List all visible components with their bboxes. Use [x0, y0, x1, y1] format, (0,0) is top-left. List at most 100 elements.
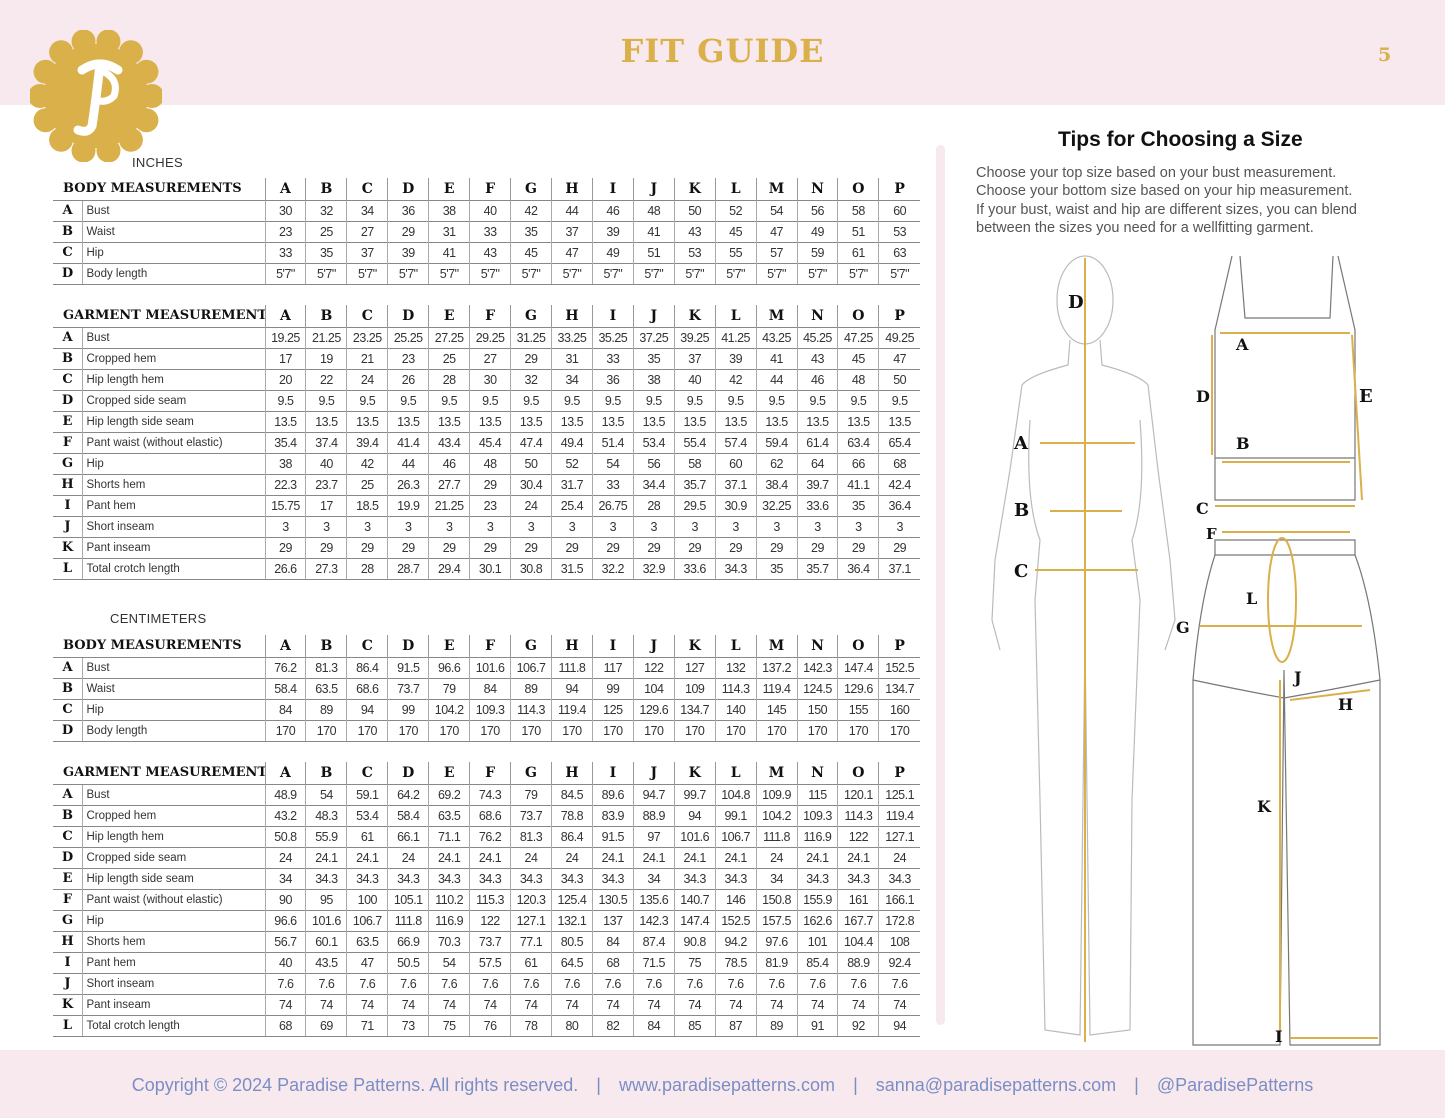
measurement-cell: 24.1 [673, 846, 716, 868]
measurement-cell: 101 [796, 930, 838, 952]
row-label: Hip [81, 241, 266, 263]
measurement-cell: 86.4 [550, 825, 593, 847]
measurement-cell: 19 [305, 347, 347, 369]
row-key: D [53, 262, 82, 285]
measurement-cell: 106.7 [346, 909, 388, 931]
measurement-cell: 9.5 [469, 389, 511, 411]
measurement-cell: 42 [346, 452, 388, 474]
measurement-cell: 31.5 [550, 557, 593, 580]
measurement-cell: 49.25 [878, 326, 920, 348]
pant-label-I: I [1275, 1027, 1282, 1046]
measurement-cell: 99.7 [673, 783, 716, 805]
size-column-header: E [428, 762, 470, 784]
inches-garment-table: GARMENT MEASUREMENTS A B C D E F G H I J K L M N O P A Bus… [53, 305, 920, 580]
measurement-cell: 74 [346, 993, 388, 1015]
diagram-label-C: C [1014, 561, 1028, 582]
measurement-cell: 91 [796, 1014, 838, 1037]
measurement-cell: 5'7" [714, 262, 757, 285]
header-band [0, 0, 1445, 105]
measurement-cell: 38 [428, 199, 470, 221]
measurement-cell: 127.1 [878, 825, 920, 847]
measurement-cell: 33 [469, 220, 511, 242]
measurement-cell: 26.6 [264, 557, 306, 580]
measurement-cell: 29 [837, 536, 879, 558]
inches-body-table: BODY MEASUREMENTS A B C D E F G H I J K L M N O P A Bust 30… [53, 178, 920, 285]
measurement-cell: 46 [591, 199, 634, 221]
measurement-cell: 33.25 [550, 326, 593, 348]
measurement-cell: 3 [755, 515, 797, 537]
measurement-cell: 3 [305, 515, 347, 537]
measurement-cell: 78 [510, 1014, 552, 1037]
measurement-cell: 9.5 [878, 389, 920, 411]
row-label: Cropped side seam [81, 389, 266, 411]
measurement-cell: 33 [591, 473, 634, 495]
footer-separator: | [596, 1075, 601, 1095]
measurement-cell: 172.8 [878, 909, 920, 931]
size-column-header: I [591, 178, 634, 200]
size-column-header: H [550, 635, 593, 657]
measurement-cell: 63.5 [346, 930, 388, 952]
measurement-cell: 13.5 [591, 410, 634, 432]
measurement-cell: 31 [428, 220, 470, 242]
measurement-cell: 33.6 [796, 494, 838, 516]
measurement-cell: 87.4 [632, 930, 675, 952]
measurement-cell: 3 [510, 515, 552, 537]
row-key: H [53, 930, 82, 952]
row-label: Pant hem [81, 951, 266, 973]
measurement-cell: 170 [796, 719, 838, 742]
tips-text: Choose your top size based on your bust … [976, 164, 1416, 237]
measurement-cell: 9.5 [305, 389, 347, 411]
email-link[interactable]: sanna@paradisepatterns.com [875, 1075, 1117, 1095]
measurement-cell: 24.1 [796, 846, 838, 868]
measurement-cell: 38.4 [755, 473, 797, 495]
size-column-header: B [305, 762, 347, 784]
measurement-cell: 47 [346, 951, 388, 973]
row-key: G [53, 452, 82, 474]
top-label-E: E [1359, 386, 1373, 407]
measurement-cell: 122 [469, 909, 511, 931]
table-row: D Cropped side seam 24 24.1 24.1 24 24.1 24.1 24… [53, 846, 920, 868]
measurement-cell: 37.1 [714, 473, 757, 495]
measurement-cell: 34.3 [550, 867, 593, 889]
measurement-cell: 24.1 [837, 846, 879, 868]
row-label: Shorts hem [81, 473, 266, 495]
measurement-cell: 134.7 [878, 677, 920, 699]
measurement-cell: 13.5 [673, 410, 716, 432]
measurement-cell: 99 [387, 698, 429, 720]
measurement-cell: 3 [469, 515, 511, 537]
measurement-cell: 74 [510, 993, 552, 1015]
measurement-cell: 28 [428, 368, 470, 390]
measurement-cell: 92.4 [878, 951, 920, 973]
social-handle[interactable]: @ParadisePatterns [1156, 1075, 1314, 1095]
size-column-header: B [305, 305, 347, 327]
row-label: Bust [81, 783, 266, 805]
measurement-cell: 5'7" [878, 262, 920, 285]
measurement-cell: 66 [837, 452, 879, 474]
measurement-cell: 24 [346, 368, 388, 390]
measurement-cell: 83.9 [591, 804, 634, 826]
measurement-cell: 29 [673, 536, 716, 558]
measurement-cell: 35 [755, 557, 797, 580]
measurement-cell: 68 [878, 452, 920, 474]
measurement-cell: 25 [305, 220, 347, 242]
measurement-cell: 32 [305, 199, 347, 221]
website-link[interactable]: www.paradisepatterns.com [618, 1075, 836, 1095]
measurement-cell: 39 [387, 241, 429, 263]
size-column-header: K [673, 762, 716, 784]
measurement-cell: 40 [305, 452, 347, 474]
measurement-cell: 3 [714, 515, 757, 537]
measurement-cell: 63 [878, 241, 920, 263]
measurement-cell: 81.3 [305, 656, 347, 678]
measurement-cell: 7.6 [837, 972, 879, 994]
measurement-cell: 13.5 [632, 410, 675, 432]
row-label: Hip [81, 909, 266, 931]
measurement-cell: 30.9 [714, 494, 757, 516]
measurement-cell: 5'7" [755, 262, 797, 285]
size-column-header: P [878, 635, 920, 657]
measurement-cell: 69 [305, 1014, 347, 1037]
measurement-cell: 65.4 [878, 431, 920, 453]
measurement-cell: 62 [755, 452, 797, 474]
measurement-cell: 3 [878, 515, 920, 537]
measurement-cell: 120.1 [837, 783, 879, 805]
size-column-header: G [510, 762, 552, 784]
